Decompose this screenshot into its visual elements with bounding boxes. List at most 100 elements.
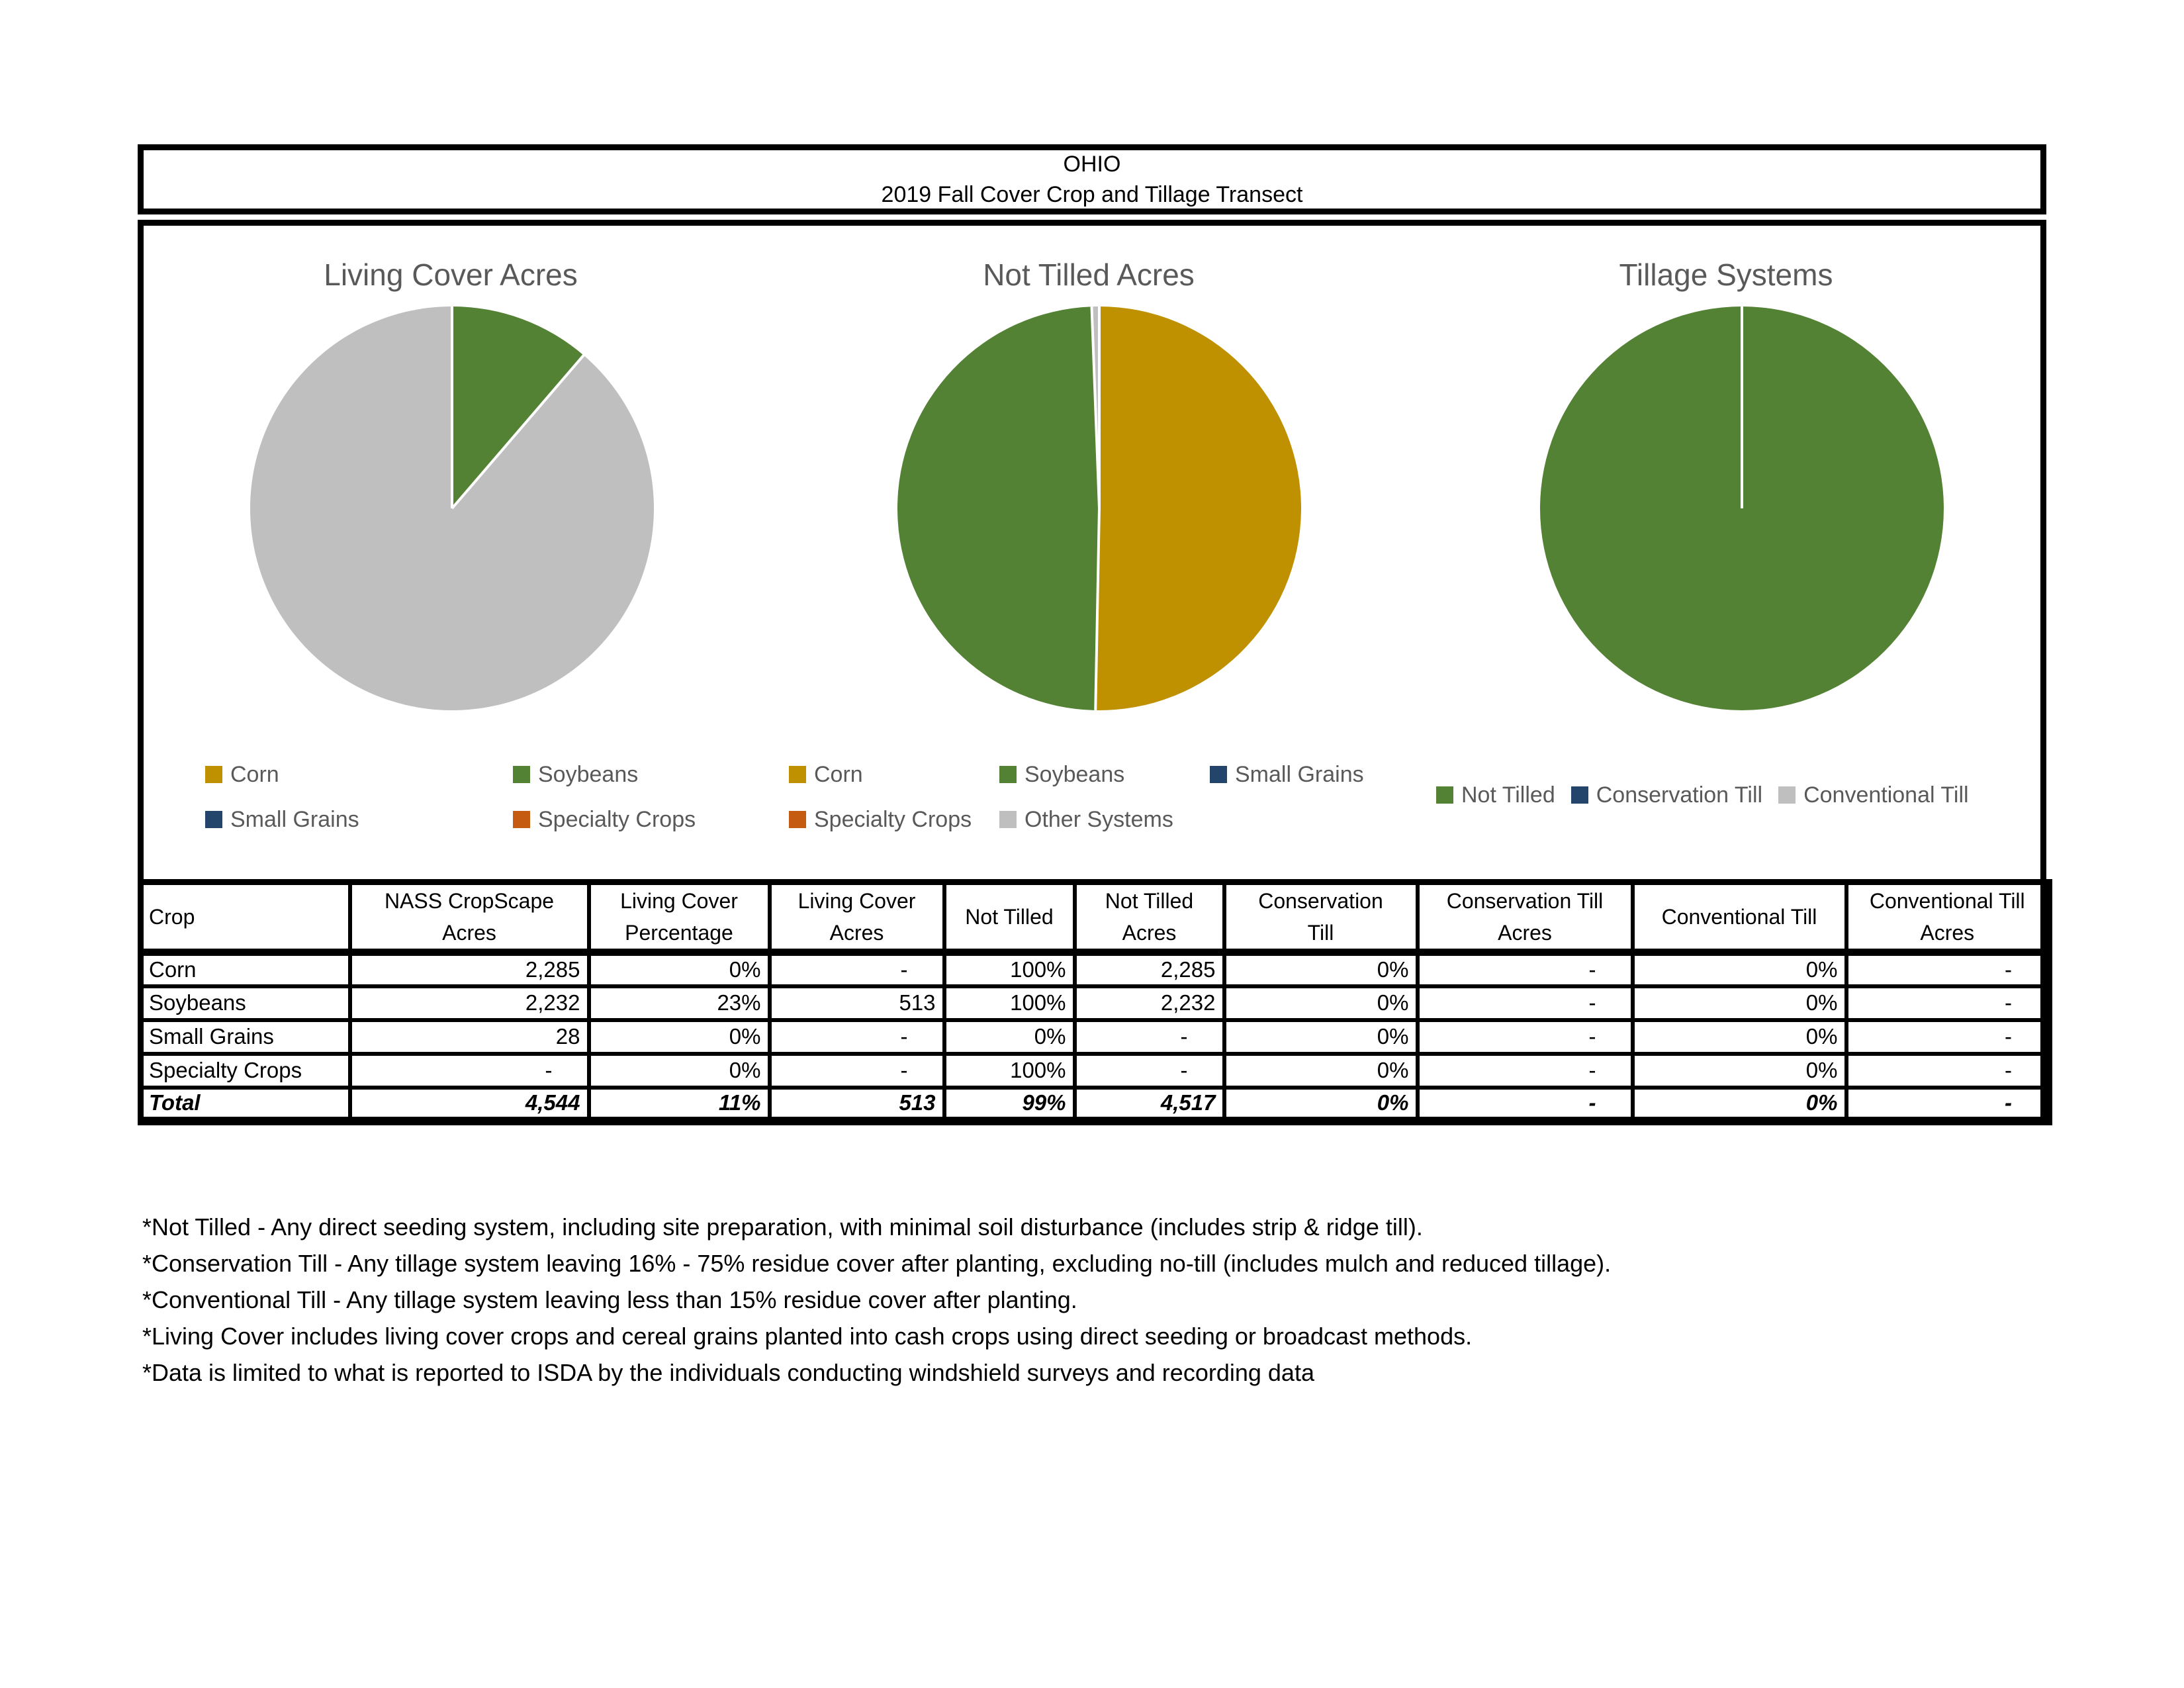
- crop-name-cell: Total: [138, 1085, 352, 1123]
- legend-item-corn: Corn: [789, 762, 999, 788]
- crop-name-cell: Soybeans: [138, 984, 352, 1022]
- legend-item-conventional-till: Conventional Till: [1778, 782, 1969, 808]
- value-cell: 100%: [942, 950, 1077, 988]
- chart-title-living-cover-acres: Living Cover Acres: [324, 258, 578, 292]
- table-row: Corn 2,285 0% -100% 2,285 0% -0% -: [138, 950, 2052, 988]
- crop-name-cell: Specialty Crops: [138, 1051, 352, 1090]
- legend-row: Small Grains Specialty Crops: [205, 797, 821, 842]
- legend-label: Small Grains: [230, 806, 359, 832]
- value-cell: 28: [347, 1017, 591, 1056]
- value-cell: -: [1844, 1051, 2052, 1090]
- legend-row: Not Tilled Conservation Till Conventiona…: [1436, 778, 1969, 812]
- header-line: Living Cover: [797, 889, 916, 913]
- legend-row: Corn Soybeans Small Grains: [789, 752, 1420, 797]
- corn-swatch-icon: [789, 766, 806, 783]
- header-line: Not Tilled: [965, 905, 1054, 929]
- value-cell: -: [1844, 984, 2052, 1022]
- footnote-conventional-till: *Conventional Till - Any tillage system …: [142, 1286, 1077, 1313]
- crop-name-cell: Small Grains: [138, 1017, 352, 1056]
- legend-label: Specialty Crops: [814, 806, 972, 832]
- value-cell: -: [1844, 950, 2052, 988]
- value-cell: -: [347, 1051, 591, 1090]
- legend-item-soybeans: Soybeans: [513, 762, 821, 788]
- legend-label: Conservation Till: [1596, 782, 1763, 808]
- table-row: Soybeans 2,232 23% 513 100% 2,232 0% -0% -: [138, 984, 2052, 1022]
- small-grains-swatch-icon: [205, 811, 222, 828]
- value-cell: 0%: [1222, 1051, 1420, 1090]
- not-tilled-acres-pie-chart: [897, 306, 1301, 710]
- legend-label: Conventional Till: [1803, 782, 1969, 808]
- header-line: Acres: [442, 921, 496, 945]
- value-cell: 0%: [1630, 1017, 1848, 1056]
- header-line: Percentage: [625, 921, 733, 945]
- value-cell: 0%: [1630, 984, 1848, 1022]
- crop-name-cell: Corn: [138, 950, 352, 988]
- value-cell: 0%: [1630, 1085, 1848, 1123]
- legend-living-cover-acres: Corn Soybeans Small Grains Specialty Cro…: [205, 752, 821, 842]
- header-line: Conservation: [1258, 889, 1383, 913]
- legend-label: Other Systems: [1024, 806, 1173, 832]
- value-cell: 11%: [586, 1085, 772, 1123]
- value-cell: -: [1415, 1085, 1635, 1123]
- value-cell: -: [767, 1051, 946, 1090]
- legend-label: Not Tilled: [1461, 782, 1555, 808]
- header-line: Conventional Till: [1661, 905, 1817, 929]
- legend-item-specialty-crops: Specialty Crops: [513, 807, 821, 833]
- value-cell: 2,232: [347, 984, 591, 1022]
- value-cell: 0%: [1222, 950, 1420, 988]
- col-header-conservation-till: Conservation Till: [1222, 880, 1420, 956]
- col-header-conventional-till: Conventional Till: [1630, 880, 1848, 956]
- charts-and-table-box: Crop NASS CropScape Acres Living Cover P…: [138, 220, 2052, 1125]
- header-line: Conventional Till: [1869, 889, 2025, 913]
- legend-label: Small Grains: [1235, 761, 1364, 787]
- col-header-crop: Crop: [138, 880, 352, 956]
- header-line: Acres: [1920, 921, 1975, 945]
- soybeans-swatch-icon: [999, 766, 1017, 783]
- value-cell: 2,285: [347, 950, 591, 988]
- legend-label: Soybeans: [1024, 761, 1125, 787]
- legend-item-small-grains: Small Grains: [205, 807, 513, 833]
- specialty-crops-swatch-icon: [513, 811, 530, 828]
- header-line: Not Tilled: [1105, 889, 1194, 913]
- value-cell: -: [1415, 1051, 1635, 1090]
- footnote-not-tilled: *Not Tilled - Any direct seeding system,…: [142, 1213, 1423, 1241]
- value-cell: -: [1844, 1017, 2052, 1056]
- transect-data-table: Crop NASS CropScape Acres Living Cover P…: [138, 879, 2052, 1125]
- value-cell: -: [1844, 1085, 2052, 1123]
- header-line: Living Cover: [620, 889, 738, 913]
- other-systems-swatch-icon: [999, 811, 1017, 828]
- legend-tillage-systems: Not Tilled Conservation Till Conventiona…: [1436, 778, 1969, 812]
- value-cell: 100%: [942, 1051, 1077, 1090]
- value-cell: 0%: [1222, 1085, 1420, 1123]
- value-cell: 2,285: [1072, 950, 1226, 988]
- legend-label: Corn: [230, 761, 279, 787]
- col-header-conservation-till-acres: Conservation Till Acres: [1415, 880, 1635, 956]
- table-header-row: Crop NASS CropScape Acres Living Cover P…: [138, 880, 2052, 956]
- header-line: Crop: [149, 905, 195, 929]
- legend-item-small-grains: Small Grains: [1210, 762, 1420, 788]
- value-cell: 513: [767, 984, 946, 1022]
- value-cell: 513: [767, 1085, 946, 1123]
- value-cell: 0%: [586, 1051, 772, 1090]
- table-row: Small Grains 28 0% -0% -0% -0% -: [138, 1017, 2052, 1056]
- legend-item-soybeans: Soybeans: [999, 762, 1210, 788]
- legend-item-other-systems: Other Systems: [999, 807, 1210, 833]
- table-row: Specialty Crops -0% -100% -0% -0% -: [138, 1051, 2052, 1090]
- legend-item-specialty-crops: Specialty Crops: [789, 807, 999, 833]
- footnote-living-cover: *Living Cover includes living cover crop…: [142, 1323, 1473, 1350]
- not-tilled-swatch-icon: [1436, 786, 1453, 804]
- legend-not-tilled-acres: Corn Soybeans Small Grains Specialty Cro…: [789, 752, 1420, 842]
- value-cell: -: [1072, 1017, 1226, 1056]
- table-body: Corn 2,285 0% -100% 2,285 0% -0% - Soybeans 2,232…: [138, 950, 2052, 1123]
- value-cell: 0%: [1222, 1017, 1420, 1056]
- soybeans-swatch-icon: [513, 766, 530, 783]
- value-cell: -: [767, 950, 946, 988]
- header-line: NASS CropScape: [384, 889, 555, 913]
- legend-label: Specialty Crops: [538, 806, 696, 832]
- header-line: Acres: [829, 921, 884, 945]
- header-line: Acres: [1498, 921, 1552, 945]
- value-cell: 2,232: [1072, 984, 1226, 1022]
- header-line: Conservation Till: [1446, 889, 1604, 913]
- report-state-title: OHIO: [1063, 152, 1121, 177]
- legend-item-not-tilled: Not Tilled: [1436, 782, 1555, 808]
